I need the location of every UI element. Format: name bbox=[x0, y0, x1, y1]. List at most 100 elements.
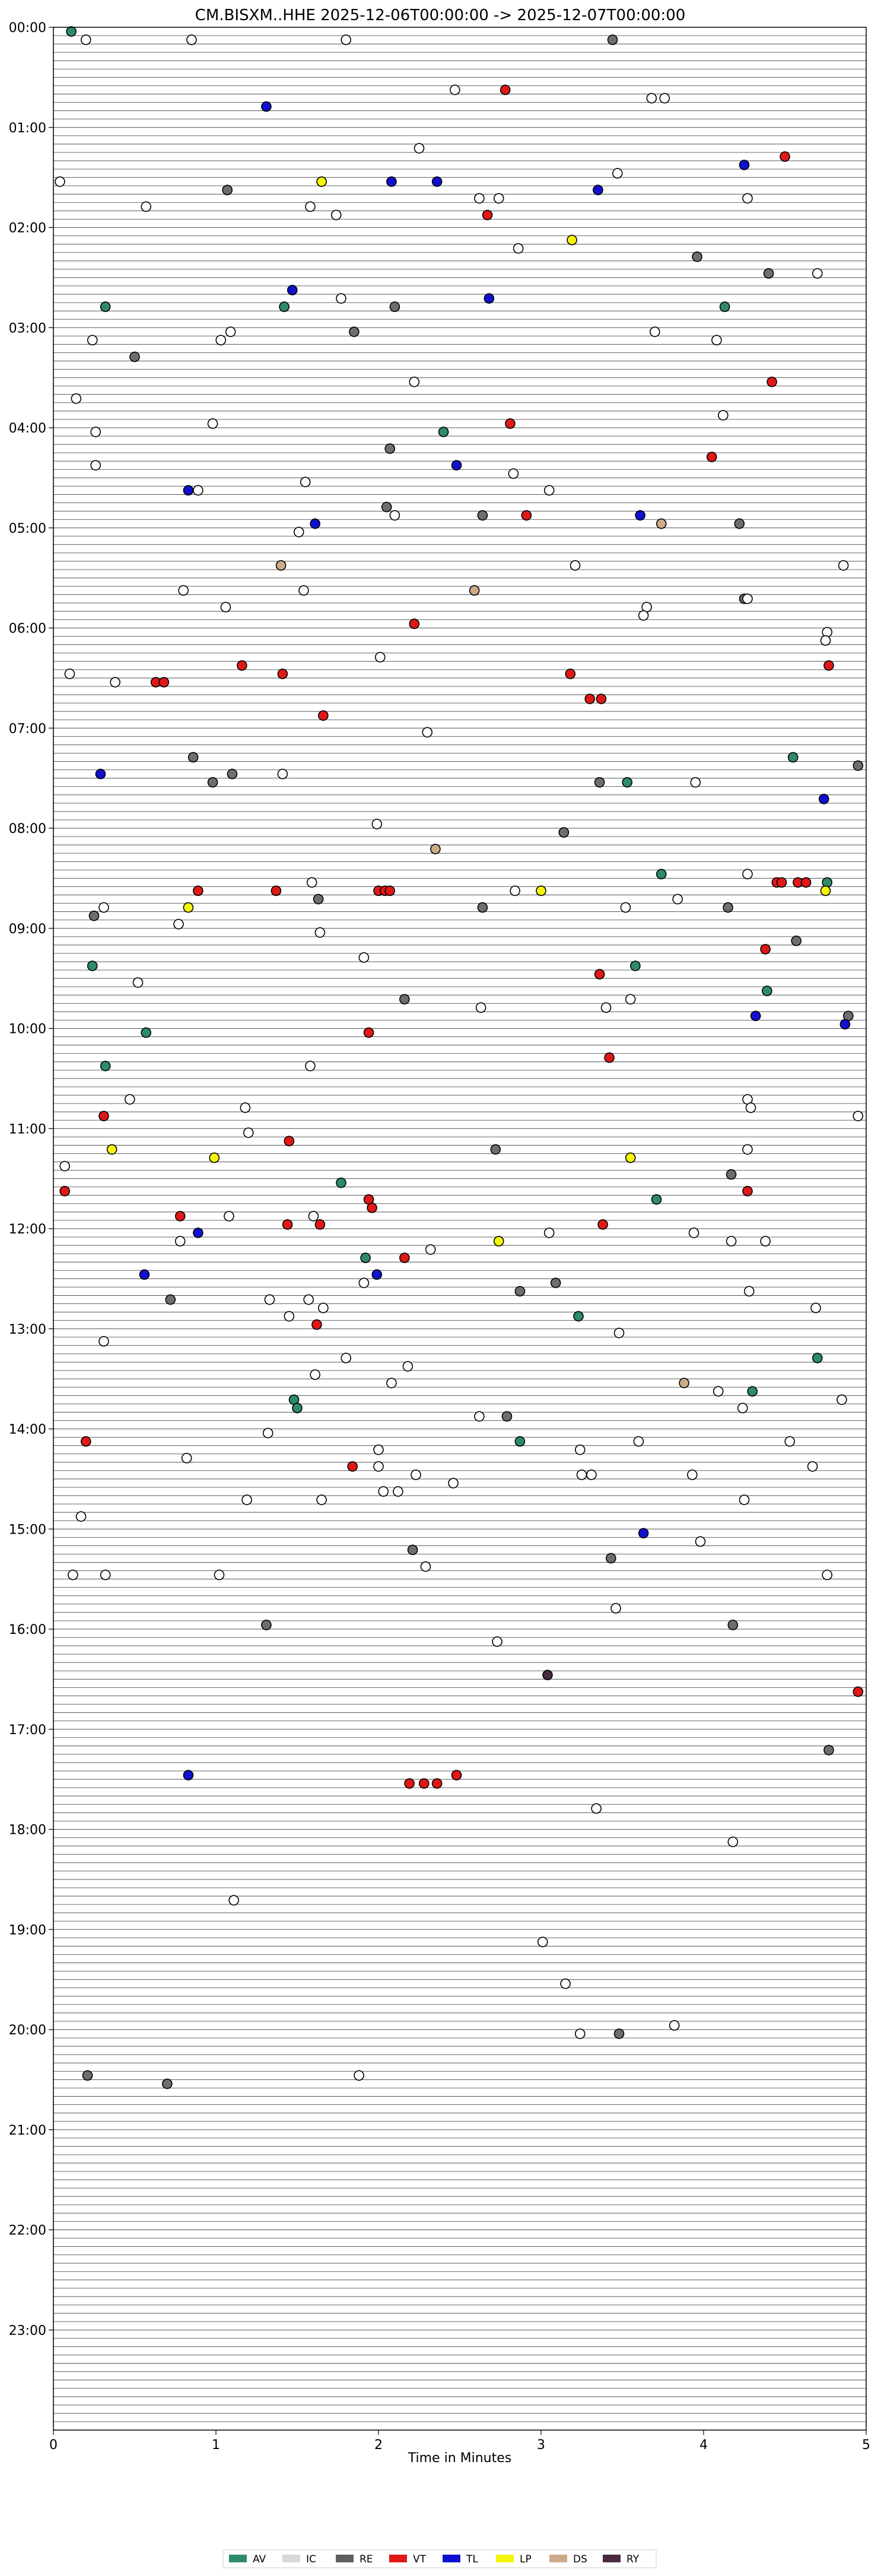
event-point-ic bbox=[620, 902, 631, 913]
event-point-ic bbox=[224, 1211, 234, 1222]
event-point-vt bbox=[706, 451, 717, 463]
event-point-tl bbox=[593, 185, 603, 196]
event-point-vt bbox=[521, 510, 532, 521]
event-point-re bbox=[165, 1294, 176, 1305]
event-point-vt bbox=[418, 1778, 430, 1789]
event-point-ic bbox=[181, 1452, 192, 1464]
y-tick-label: 22:00 bbox=[9, 2224, 46, 2238]
event-point-ic bbox=[784, 1436, 796, 1447]
legend-swatch-vt bbox=[389, 2555, 407, 2562]
y-tick-label: 18:00 bbox=[9, 1823, 46, 1838]
event-point-ic bbox=[650, 326, 660, 338]
event-point-ic bbox=[305, 1060, 316, 1071]
event-point-tl bbox=[183, 1770, 194, 1780]
event-point-lp bbox=[625, 1152, 636, 1163]
event-point-re bbox=[207, 777, 218, 788]
event-point-ic bbox=[402, 1361, 414, 1372]
event-point-vt bbox=[594, 969, 605, 979]
event-point-ic bbox=[422, 727, 433, 738]
legend-label-ry: RY bbox=[626, 2553, 640, 2565]
event-point-vt bbox=[760, 944, 771, 955]
event-point-re bbox=[349, 326, 360, 338]
event-point-ic bbox=[853, 1111, 864, 1121]
event-point-ic bbox=[318, 1302, 329, 1314]
legend-label-ds: DS bbox=[573, 2553, 587, 2565]
event-point-lp bbox=[183, 902, 194, 913]
event-point-ic bbox=[75, 1511, 87, 1522]
event-point-av bbox=[141, 1027, 151, 1038]
event-point-ic bbox=[243, 1127, 254, 1138]
event-point-tl bbox=[183, 485, 194, 496]
event-point-vt bbox=[98, 1111, 109, 1121]
event-point-ic bbox=[330, 209, 342, 221]
event-point-ic bbox=[742, 193, 753, 204]
event-point-vt bbox=[597, 1219, 608, 1230]
event-point-re bbox=[734, 518, 745, 529]
event-point-ds bbox=[656, 518, 667, 529]
event-point-ic bbox=[173, 918, 184, 930]
legend-swatch-re bbox=[336, 2555, 354, 2562]
event-point-ic bbox=[737, 1403, 748, 1414]
event-point-ic bbox=[474, 193, 485, 204]
y-tick-label: 12:00 bbox=[9, 1222, 46, 1237]
event-point-av bbox=[651, 1194, 662, 1205]
legend-swatch-av bbox=[229, 2555, 247, 2562]
event-point-ic bbox=[386, 1378, 397, 1388]
event-point-ic bbox=[560, 1978, 571, 1989]
event-point-ic bbox=[820, 635, 831, 646]
event-point-vt bbox=[766, 376, 777, 387]
event-point-ic bbox=[543, 1227, 555, 1238]
event-point-ic bbox=[510, 885, 520, 896]
event-point-ds bbox=[469, 585, 480, 596]
event-point-av bbox=[66, 26, 77, 37]
legend-label-lp: LP bbox=[520, 2553, 532, 2565]
event-point-ic bbox=[537, 1936, 548, 1948]
event-point-re bbox=[222, 185, 233, 196]
event-point-tl bbox=[310, 518, 320, 529]
event-point-tl bbox=[261, 101, 272, 112]
event-point-ic bbox=[178, 585, 189, 596]
event-point-ic bbox=[100, 1569, 111, 1580]
event-point-re bbox=[313, 893, 324, 905]
event-point-ic bbox=[742, 869, 753, 880]
event-point-vt bbox=[500, 84, 511, 96]
event-point-vt bbox=[505, 418, 516, 429]
y-tick-label: 07:00 bbox=[9, 721, 46, 736]
event-point-re bbox=[692, 251, 702, 262]
event-point-re bbox=[187, 752, 199, 763]
gridlines bbox=[53, 35, 866, 2422]
event-point-lp bbox=[567, 234, 577, 246]
event-point-vt bbox=[404, 1778, 415, 1789]
y-tick-label: 00:00 bbox=[9, 21, 46, 36]
event-point-vt bbox=[742, 1185, 753, 1197]
event-point-vt bbox=[282, 1219, 293, 1230]
event-point-av bbox=[292, 1403, 303, 1414]
event-point-ic bbox=[214, 1569, 225, 1580]
y-tick-label: 16:00 bbox=[9, 1623, 46, 1637]
event-point-vt bbox=[271, 885, 282, 896]
event-point-ic bbox=[336, 293, 346, 304]
event-point-ic bbox=[186, 34, 197, 45]
legend-label-re: RE bbox=[360, 2553, 373, 2565]
event-point-re bbox=[477, 510, 488, 521]
event-point-vt bbox=[604, 1052, 615, 1063]
event-point-av bbox=[622, 777, 633, 788]
y-tick-label: 10:00 bbox=[9, 1022, 46, 1037]
event-point-av bbox=[719, 301, 730, 312]
x-tick-label: 2 bbox=[374, 2438, 383, 2453]
event-point-ic bbox=[241, 1494, 252, 1505]
event-point-ic bbox=[414, 143, 425, 154]
event-point-ic bbox=[687, 1470, 698, 1480]
event-point-ic bbox=[713, 1386, 724, 1397]
event-point-re bbox=[550, 1277, 561, 1289]
event-point-ic bbox=[574, 2028, 586, 2039]
event-point-ic bbox=[193, 485, 203, 496]
event-point-av bbox=[762, 985, 772, 997]
y-tick-label: 05:00 bbox=[9, 521, 46, 536]
event-point-ic bbox=[742, 1144, 753, 1155]
event-point-ic bbox=[638, 610, 649, 621]
event-point-ic bbox=[688, 1227, 699, 1238]
legend-swatch-lp bbox=[496, 2555, 514, 2562]
event-point-re bbox=[514, 1286, 526, 1297]
event-point-ic bbox=[576, 1470, 587, 1480]
